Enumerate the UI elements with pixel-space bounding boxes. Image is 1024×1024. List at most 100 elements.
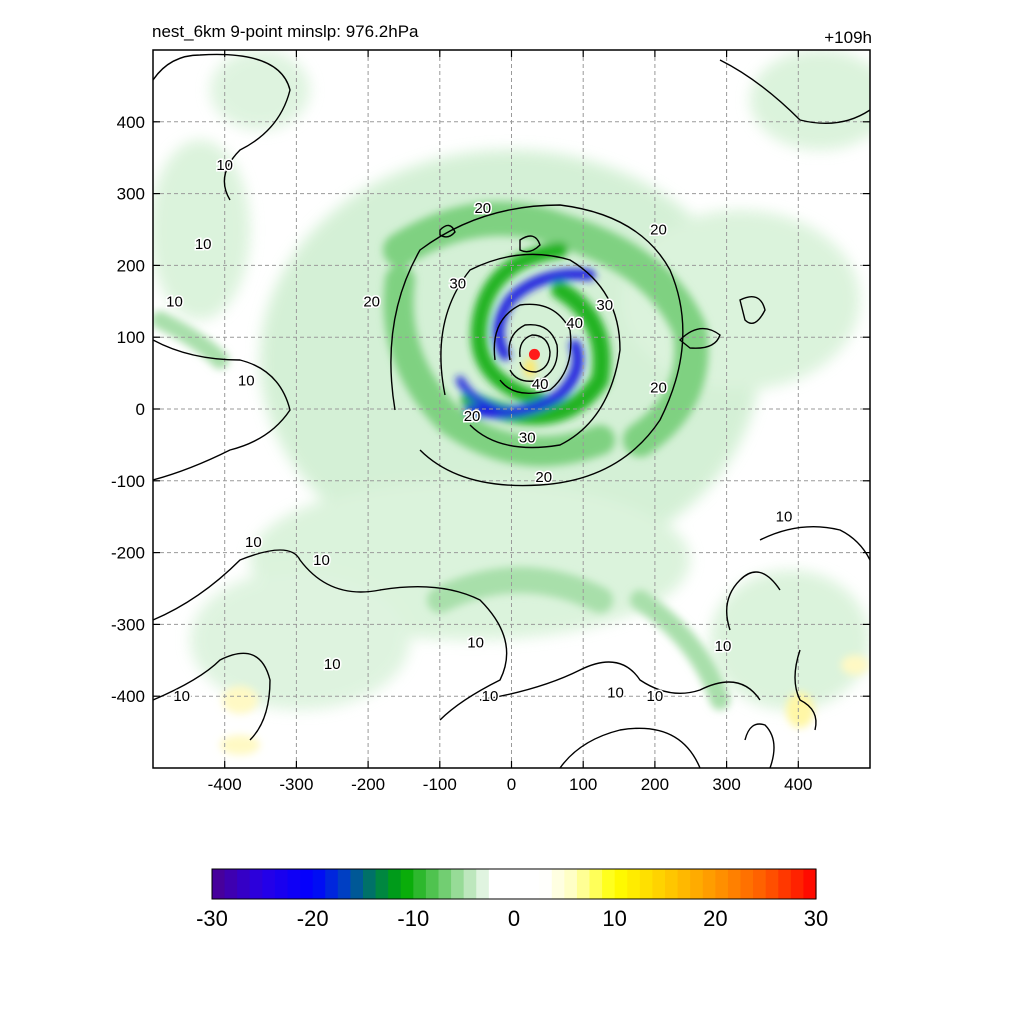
- colorbar-cell: [765, 869, 779, 899]
- colorbar-cell: [677, 869, 691, 899]
- contour-label-layer: 10 10 10 10 10 10 10 10 10 10 10 10 10 10 20 20 20 20 20 20…: [165, 155, 794, 706]
- colorbar-cell: [388, 869, 402, 899]
- colorbar-cell: [237, 869, 251, 899]
- colorbar-cell: [425, 869, 440, 899]
- contour-label: 10: [482, 688, 499, 705]
- colorbar-cell: [363, 869, 377, 899]
- colorbar-cell: [212, 869, 226, 899]
- colorbar-cell: [463, 869, 477, 899]
- colorbar: [211, 868, 817, 900]
- colorbar-cell: [665, 869, 679, 899]
- colorbar-cell: [262, 869, 276, 899]
- contour-label: 30: [596, 297, 613, 314]
- colorbar-cell: [690, 869, 704, 899]
- colorbar-cell: [350, 869, 364, 899]
- y-tick-label: -300: [111, 615, 145, 634]
- colorbar-cell: [526, 869, 540, 899]
- colorbar-cell: [325, 869, 339, 899]
- x-tick-label: -400: [208, 775, 242, 794]
- colorbar-tick-label: 10: [602, 906, 626, 931]
- y-tick-label: -200: [111, 544, 145, 563]
- colorbar-cell: [790, 869, 805, 899]
- colorbar-cell: [375, 869, 389, 899]
- colorbar-cell: [576, 869, 591, 899]
- colorbar-cell: [627, 869, 641, 899]
- colorbar-cell: [803, 869, 817, 899]
- colorbar-cell: [488, 869, 503, 899]
- colorbar-cell: [476, 869, 490, 899]
- y-tick-label: -400: [111, 687, 145, 706]
- colorbar-cell: [727, 869, 742, 899]
- colorbar-cell: [413, 869, 427, 899]
- forecast-hour-label: +109h: [824, 28, 872, 47]
- colorbar-cell: [514, 869, 528, 899]
- colorbar-cell: [451, 869, 465, 899]
- colorbar-cell: [274, 869, 289, 899]
- colorbar-cell: [224, 869, 238, 899]
- contour-label: 20: [464, 408, 481, 425]
- colorbar-cell: [602, 869, 616, 899]
- contour-label: 10: [195, 236, 212, 253]
- colorbar-tick-labels: -30 -20 -10 0 10 20 30: [196, 906, 828, 931]
- colorbar-cell: [778, 869, 792, 899]
- contour-lines: [153, 53, 870, 768]
- colorbar-cell: [501, 869, 515, 899]
- y-tick-label: 200: [117, 256, 145, 275]
- contour-label: 10: [238, 372, 255, 389]
- x-tick-label: 0: [507, 775, 516, 794]
- y-tick-label: -100: [111, 472, 145, 491]
- colorbar-tick-label: 20: [703, 906, 727, 931]
- shaded-field: [153, 50, 870, 755]
- contour-label: 10: [776, 509, 793, 526]
- contour-label: 10: [166, 293, 183, 310]
- colorbar-tick-label: 30: [804, 906, 828, 931]
- colorbar-cell: [300, 869, 314, 899]
- colorbar-cell: [740, 869, 754, 899]
- colorbar-cell: [589, 869, 603, 899]
- y-tick-label: 400: [117, 113, 145, 132]
- contour-label: 10: [173, 688, 190, 705]
- x-tick-label: -100: [423, 775, 457, 794]
- colorbar-cell: [312, 869, 326, 899]
- colorbar-cell: [639, 869, 654, 899]
- colorbar-tick-label: -30: [196, 906, 228, 931]
- colorbar-cell: [652, 869, 666, 899]
- x-tick-label: 300: [712, 775, 740, 794]
- contour-label: 10: [607, 685, 624, 702]
- colorbar-cell: [715, 869, 729, 899]
- colorbar-cell: [702, 869, 716, 899]
- storm-center-marker: [528, 348, 540, 360]
- colorbar-cell: [337, 869, 352, 899]
- colorbar-cell: [753, 869, 767, 899]
- contour-label: 20: [363, 293, 380, 310]
- colorbar-cell: [287, 869, 301, 899]
- colorbar-tick-label: -10: [397, 906, 429, 931]
- contour-label: 20: [650, 222, 667, 239]
- colorbar-cell: [400, 869, 414, 899]
- contour-label: 20: [474, 200, 491, 217]
- y-tick-label: 100: [117, 328, 145, 347]
- y-tick-label: 300: [117, 185, 145, 204]
- contour-label: 10: [467, 634, 484, 651]
- contour-label: 10: [313, 552, 330, 569]
- colorbar-tick-label: 0: [508, 906, 520, 931]
- y-tick-label: 0: [136, 400, 145, 419]
- axes: -400 -300 -200 -100 0 100 200 300 400-400-300-20…: [111, 50, 870, 794]
- colorbar-tick-label: -20: [297, 906, 329, 931]
- colorbar-cell: [551, 869, 565, 899]
- contour-label: 10: [647, 688, 664, 705]
- colorbar-cell: [614, 869, 628, 899]
- contour-label: 40: [566, 315, 583, 332]
- colorbar-frame: [211, 868, 817, 900]
- x-tick-label: 200: [641, 775, 669, 794]
- contour-label: 10: [245, 534, 262, 551]
- contour-label: 30: [449, 275, 466, 292]
- contour-label: 30: [519, 430, 536, 447]
- x-tick-label: 100: [569, 775, 597, 794]
- colorbar-cell: [564, 869, 578, 899]
- contour-label: 20: [650, 379, 667, 396]
- x-tick-label: 400: [784, 775, 812, 794]
- colorbar-cell: [539, 869, 553, 899]
- contour-label: 40: [532, 376, 549, 393]
